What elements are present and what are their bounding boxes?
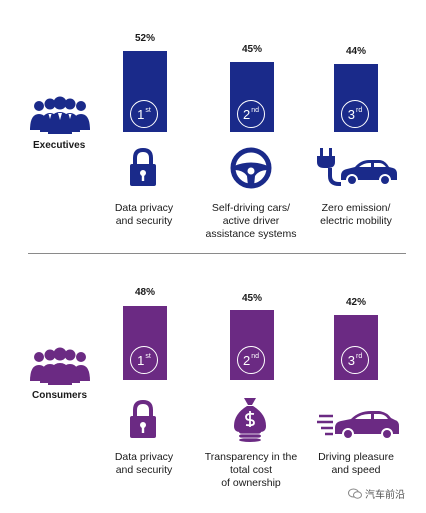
consumers-group-icon [28,347,92,385]
electric-car-icon [317,146,397,192]
fast-car-icon [317,408,399,442]
exec-category-label-3: Zero emission/electric mobility [320,202,392,227]
watermark: 汽车前沿 [348,486,405,501]
exec-category-label-2: Self-driving cars/active driver assistanc… [205,202,297,240]
consumers-group-label: Consumers [32,390,88,401]
exec-value-label-1: 52% [134,33,155,44]
lock-icon [125,398,161,440]
cons-value-label-1: 48% [134,287,155,298]
cons-value-label-3: 42% [345,297,366,308]
lock-icon [125,146,161,188]
section-divider [28,253,406,254]
cons-category-label-1: Data privacy and security [114,451,174,476]
executives-group-label: Executives [33,140,86,151]
watermark-text: 汽车前沿 [365,490,405,501]
cons-category-label-3: Driving pleasure and speed [318,451,394,476]
exec-value-label-2: 45% [241,44,262,55]
exec-category-label-1: Data privacy and security [114,202,174,227]
exec-value-label-3: 44% [345,46,366,57]
wechat-icon [348,488,362,499]
cons-value-label-2: 45% [241,293,262,304]
money-bag-icon [230,396,270,442]
steering-wheel-icon [229,146,273,190]
cons-category-label-2: Transparency in the total cost of ownershi… [204,451,298,489]
executives-group-icon [28,96,92,134]
